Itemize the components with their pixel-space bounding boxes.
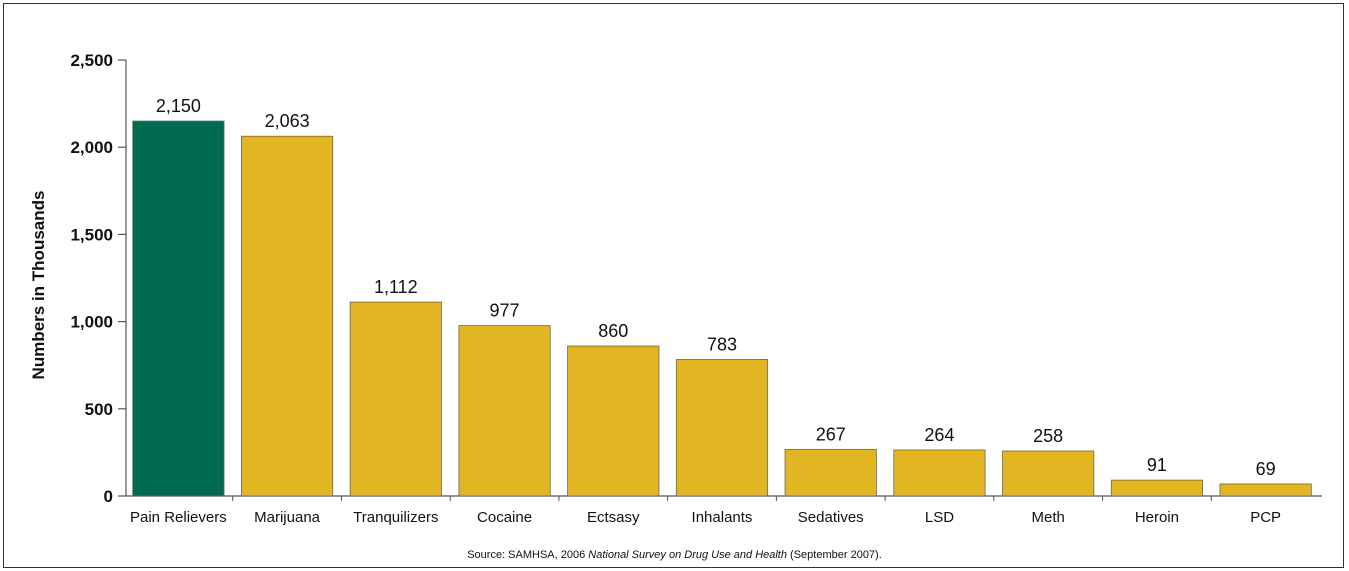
y-tick-label: 0 [104, 487, 113, 506]
category-label: Marijuana [254, 509, 321, 526]
category-label: Cocaine [477, 509, 532, 526]
y-tick-label: 1,000 [70, 313, 113, 332]
bar [784, 449, 877, 497]
category-label: Sedatives [798, 509, 864, 526]
y-axis: 0 500 1,000 1,500 2,000 2,500 [70, 51, 127, 506]
source-title: National Survey on Drug Use and Health [588, 549, 787, 561]
chart-frame [3, 3, 1344, 568]
y-axis-label: Numbers in Thousands [29, 191, 48, 380]
y-tick-label: 500 [85, 400, 113, 419]
category-labels: Pain Relievers Marijuana Tranquilizers Coca… [130, 509, 1281, 526]
source-prefix: Source: SAMHSA, 2006 [467, 549, 589, 561]
y-tick-label: 2,000 [70, 138, 113, 157]
category-label: Inhalants [692, 509, 753, 526]
category-label: PCP [1250, 509, 1281, 526]
category-label: Ectsasy [587, 509, 640, 526]
bar-value-label: 2,063 [265, 111, 310, 131]
bar [1110, 479, 1203, 497]
category-label: LSD [925, 509, 954, 526]
bars [132, 120, 1312, 497]
source-suffix: (September 2007). [787, 549, 882, 561]
bar-value-label: 91 [1147, 455, 1167, 475]
bar-value-label: 783 [707, 334, 737, 354]
bar-value-label: 264 [924, 425, 954, 445]
x-axis [126, 495, 1322, 501]
bar [1002, 450, 1095, 497]
bar-value-label: 1,112 [374, 277, 418, 297]
bar [458, 325, 551, 497]
category-label: Meth [1032, 509, 1065, 526]
bar-value-label: 977 [490, 301, 520, 321]
source-note: Source: SAMHSA, 2006 National Survey on … [0, 549, 1349, 561]
bar [567, 345, 660, 497]
bar-value-label: 2,150 [156, 96, 201, 116]
y-tick-label: 2,500 [70, 51, 113, 70]
bar [132, 120, 225, 497]
bar-value-label: 69 [1256, 459, 1276, 479]
category-label: Pain Relievers [130, 509, 227, 526]
bar [349, 301, 442, 497]
bar [893, 449, 986, 497]
y-tick-label: 1,500 [70, 225, 113, 244]
bar [241, 135, 334, 497]
category-label: Heroin [1135, 509, 1179, 526]
bar [1219, 483, 1312, 497]
bar [675, 359, 769, 497]
bar-value-label: 258 [1033, 426, 1063, 446]
value-labels: 2,150 2,063 1,112 977 860 783 267 264 258 91 69 [156, 96, 1276, 479]
bar-value-label: 267 [816, 424, 846, 444]
bar-value-label: 860 [598, 321, 628, 341]
category-label: Tranquilizers [353, 509, 438, 526]
